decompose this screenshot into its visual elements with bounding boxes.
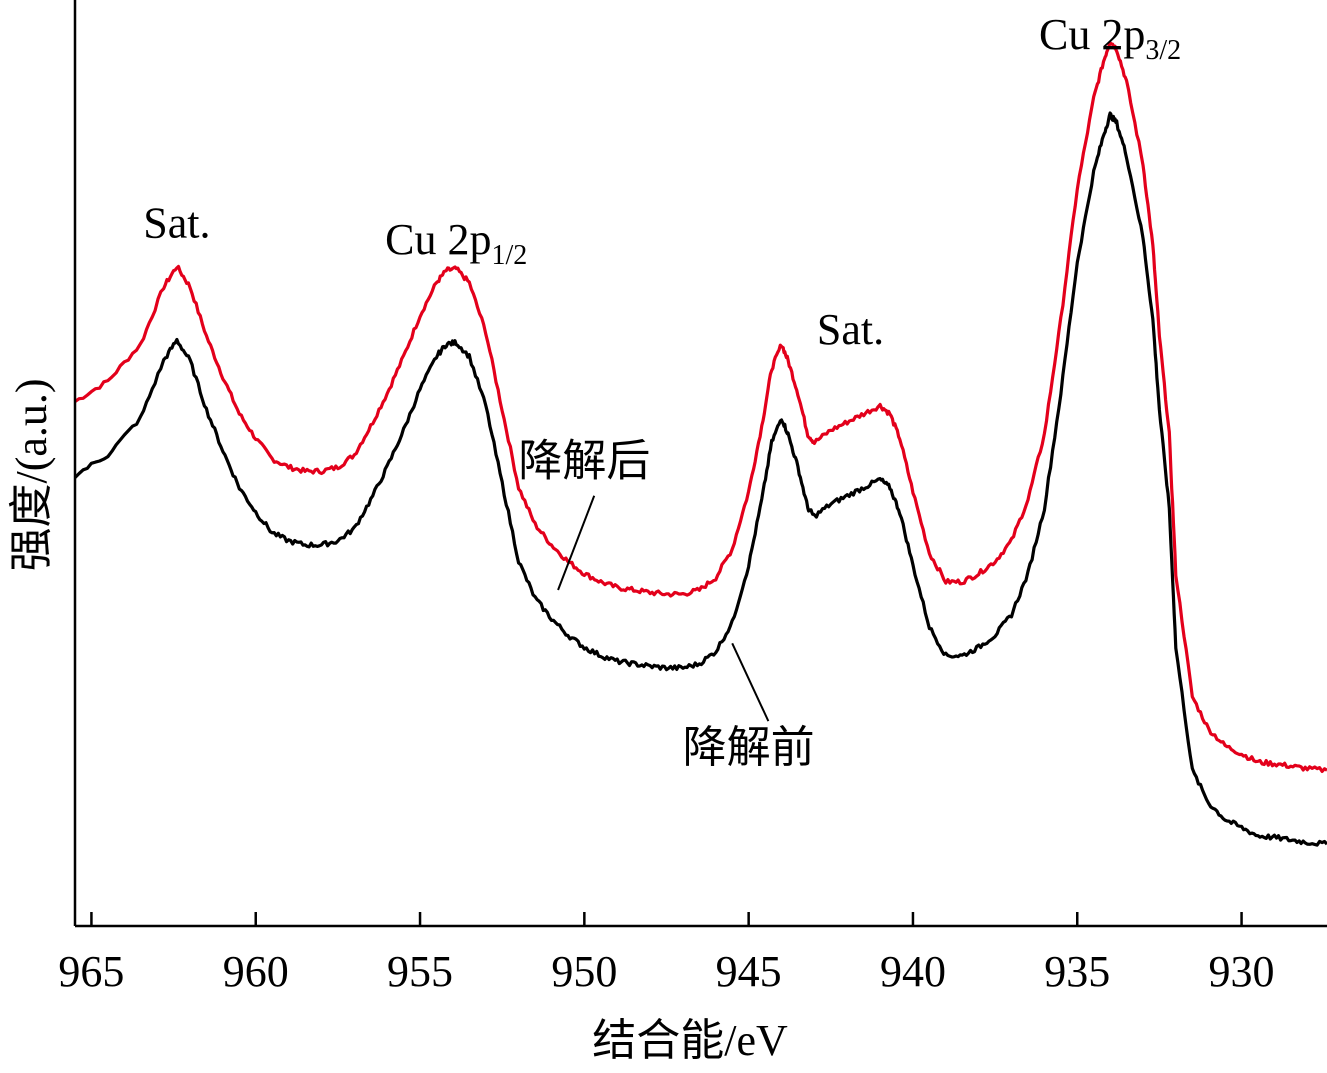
peak-annotation-3: Cu 2p3/2 — [1039, 10, 1181, 66]
series-pointer-1 — [731, 642, 770, 722]
peak-annotation-0: Sat. — [143, 199, 210, 248]
series-layer — [73, 41, 1327, 847]
tick-layer: 965 960 955 950 945 940 935 930 — [58, 912, 1275, 996]
peak-annotation-1: Cu 2p1/2 — [385, 215, 527, 271]
x-tick-label: 960 — [223, 947, 289, 996]
x-axis-title: 结合能/eV — [592, 1016, 788, 1065]
series-label-1: 降解前 — [683, 722, 815, 773]
x-tick-label: 935 — [1044, 947, 1110, 996]
series-line-1 — [73, 111, 1327, 847]
series-label-0: 降解后 — [518, 435, 650, 486]
x-tick-label: 965 — [58, 947, 124, 996]
annotation-layer: Sat. Cu 2p1/2 Sat. Cu 2p3/2 — [143, 10, 1181, 354]
peak-annotation-2: Sat. — [817, 305, 884, 354]
x-tick-label: 955 — [387, 947, 453, 996]
pointer-layer — [557, 495, 770, 722]
x-tick-label: 950 — [551, 947, 617, 996]
series-line-0 — [74, 41, 1327, 774]
x-tick-label: 930 — [1209, 947, 1275, 996]
axes-layer — [73, 0, 1327, 928]
x-tick-label: 940 — [880, 947, 946, 996]
y-axis-title: 强度/(a.u.) — [7, 378, 56, 571]
x-tick-label: 945 — [716, 947, 782, 996]
series-pointer-0 — [557, 495, 596, 591]
